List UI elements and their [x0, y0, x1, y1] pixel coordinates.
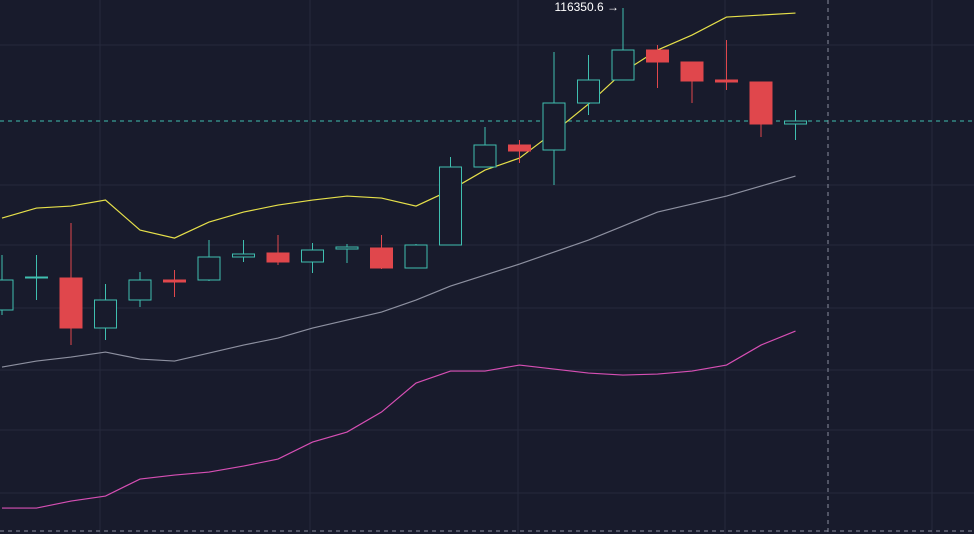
candle-body	[680, 61, 704, 82]
candle-body	[508, 144, 531, 152]
candle-body	[59, 277, 83, 329]
candle-body	[404, 244, 428, 269]
candle-body	[646, 49, 669, 63]
candle-body	[163, 279, 186, 283]
indicator-line	[1, 175, 796, 368]
candle-body	[335, 246, 359, 250]
max-label: 116350.6 →	[555, 0, 620, 14]
candle-body	[197, 256, 221, 281]
candle-body	[715, 79, 738, 83]
candle-body	[25, 276, 48, 279]
indicator-line	[2, 330, 796, 509]
candle-body	[266, 252, 290, 263]
candle-body	[370, 247, 393, 269]
candle-body	[301, 249, 324, 263]
candle-body	[577, 79, 600, 104]
candle-body	[94, 299, 117, 329]
candle-body	[611, 49, 635, 81]
candle-body	[473, 144, 497, 168]
candle-body	[232, 253, 255, 258]
candle-body	[0, 279, 14, 311]
candle-body	[749, 81, 773, 125]
candle-body	[128, 279, 152, 301]
candle-body	[439, 166, 462, 246]
candle-body	[784, 120, 807, 125]
candle-body	[542, 102, 566, 151]
indicator-line	[1, 12, 796, 239]
